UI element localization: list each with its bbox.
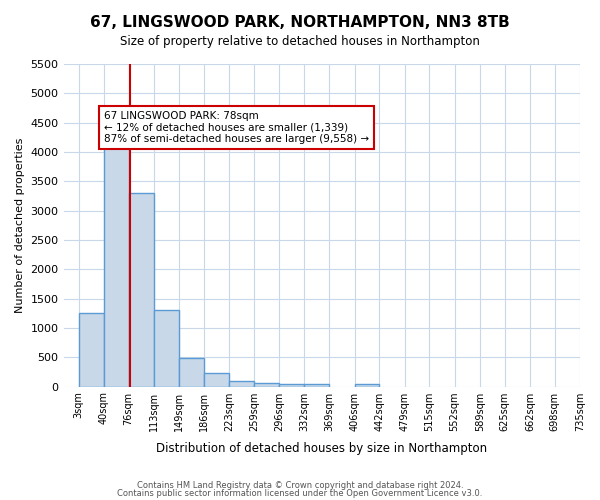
Text: Size of property relative to detached houses in Northampton: Size of property relative to detached ho…: [120, 35, 480, 48]
Bar: [304, 384, 329, 386]
Y-axis label: Number of detached properties: Number of detached properties: [15, 138, 25, 313]
Text: 67, LINGSWOOD PARK, NORTHAMPTON, NN3 8TB: 67, LINGSWOOD PARK, NORTHAMPTON, NN3 8TB: [90, 15, 510, 30]
X-axis label: Distribution of detached houses by size in Northampton: Distribution of detached houses by size …: [156, 442, 487, 455]
Bar: [279, 384, 304, 386]
Text: 67 LINGSWOOD PARK: 78sqm
← 12% of detached houses are smaller (1,339)
87% of sem: 67 LINGSWOOD PARK: 78sqm ← 12% of detach…: [104, 111, 369, 144]
Bar: [154, 310, 179, 386]
Bar: [229, 381, 254, 386]
Bar: [79, 313, 104, 386]
Text: Contains HM Land Registry data © Crown copyright and database right 2024.: Contains HM Land Registry data © Crown c…: [137, 481, 463, 490]
Bar: [104, 132, 128, 386]
Text: Contains public sector information licensed under the Open Government Licence v3: Contains public sector information licen…: [118, 488, 482, 498]
Bar: [128, 193, 154, 386]
Bar: [204, 373, 229, 386]
Bar: [254, 383, 279, 386]
Bar: [355, 384, 379, 386]
Bar: [179, 358, 204, 386]
